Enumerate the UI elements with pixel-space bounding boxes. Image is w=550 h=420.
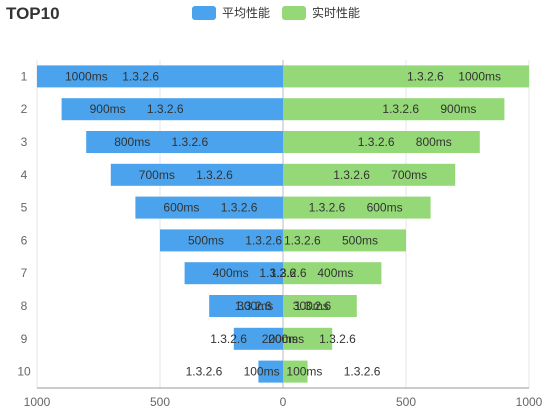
- legend-swatch-realtime: [282, 5, 307, 20]
- bar-avg-value-label: 300ms: [237, 299, 273, 313]
- bar-realtime-value-label: 700ms: [391, 168, 427, 182]
- legend-item-realtime[interactable]: 实时性能: [282, 4, 360, 21]
- bar-realtime-version-label: 1.3.2.6: [186, 365, 223, 379]
- x-tick-label: 500: [396, 395, 416, 409]
- bar-avg-value-label: 200ms: [262, 332, 298, 346]
- bar-avg-version-label: 1.3.2.6: [245, 233, 282, 247]
- bar-realtime: [283, 295, 357, 317]
- bar-avg: [184, 262, 283, 285]
- bar-realtime: [283, 229, 406, 252]
- bar-realtime-version-label: 1.3.2.6: [333, 168, 370, 182]
- bar-avg: [258, 360, 283, 383]
- bar-avg-value-label: 400ms: [213, 266, 249, 280]
- category-label: 4: [21, 168, 28, 182]
- bar-avg-version-label: 1.3.2.6: [171, 135, 208, 149]
- bar-avg-version-label: 1.3.2.6: [270, 266, 307, 280]
- bar-avg: [160, 229, 283, 252]
- bar-realtime-version-label: 1.3.2.6: [235, 299, 272, 313]
- bar-avg: [61, 98, 283, 121]
- bar-avg-version-label: 1.3.2.6: [221, 201, 258, 215]
- bar-realtime-value-label: 600ms: [367, 201, 403, 215]
- bar-avg: [135, 196, 283, 219]
- bar-avg: [233, 327, 283, 350]
- x-tick-label: 0: [280, 395, 287, 409]
- bar-realtime-value-label: 200ms: [268, 332, 304, 346]
- bar-realtime: [283, 196, 431, 219]
- bar-avg-version-label: 1.3.2.6: [319, 332, 356, 346]
- category-label: 9: [21, 332, 28, 346]
- legend-label-realtime: 实时性能: [312, 6, 361, 20]
- bar-realtime: [283, 327, 333, 350]
- bar-avg-value-label: 1000ms: [65, 69, 108, 83]
- legend-swatch-avg: [192, 5, 216, 20]
- bar-realtime-version-label: 1.3.2.6: [210, 332, 247, 346]
- bar-realtime: [283, 65, 529, 88]
- bar-avg-version-label: 1.3.2.6: [344, 365, 381, 379]
- bar-realtime: [283, 360, 308, 383]
- category-label: 8: [21, 299, 28, 313]
- category-label: 2: [21, 102, 28, 116]
- bar-realtime-value-label: 500ms: [342, 233, 378, 247]
- bar-realtime-value-label: 1000ms: [458, 69, 501, 83]
- bar-realtime-version-label: 1.3.2.6: [407, 69, 444, 83]
- bar-realtime-version-label: 1.3.2.6: [382, 102, 419, 116]
- bar-realtime-value-label: 800ms: [416, 135, 452, 149]
- bar-realtime-value-label: 300ms: [293, 299, 329, 313]
- category-label: 3: [21, 135, 28, 149]
- bar-realtime: [283, 262, 382, 285]
- bar-realtime: [283, 163, 456, 186]
- bar-realtime: [283, 98, 505, 121]
- bar-avg-value-label: 900ms: [90, 102, 126, 116]
- category-label: 1: [21, 69, 28, 83]
- bar-avg-version-label: 1.3.2.6: [294, 299, 331, 313]
- category-label: 10: [17, 365, 31, 379]
- bar-realtime-version-label: 1.3.2.6: [259, 266, 296, 280]
- bar-avg-value-label: 800ms: [114, 135, 150, 149]
- x-tick-label: 500: [150, 395, 170, 409]
- bar-avg-version-label: 1.3.2.6: [196, 168, 233, 182]
- bar-avg: [86, 131, 283, 153]
- x-tick-label: 1000: [24, 395, 51, 409]
- bar-avg-version-label: 1.3.2.6: [147, 102, 184, 116]
- bar-realtime: [283, 131, 480, 153]
- bar-avg: [110, 163, 283, 186]
- category-label: 5: [21, 201, 28, 215]
- category-label: 6: [21, 233, 28, 247]
- bar-realtime-version-label: 1.3.2.6: [358, 135, 395, 149]
- bar-avg: [37, 65, 283, 88]
- bar-avg-value-label: 600ms: [163, 201, 199, 215]
- bar-avg-value-label: 100ms: [286, 365, 322, 379]
- bar-avg: [209, 295, 283, 317]
- chart-title: TOP10: [6, 4, 60, 23]
- bar-avg-value-label: 500ms: [188, 233, 224, 247]
- legend-item-avg[interactable]: 平均性能: [192, 4, 270, 21]
- bar-avg-value-label: 700ms: [139, 168, 175, 182]
- bar-realtime-value-label: 900ms: [440, 102, 476, 116]
- category-label: 7: [21, 266, 28, 280]
- bar-avg-version-label: 1.3.2.6: [122, 69, 159, 83]
- legend-label-avg: 平均性能: [222, 6, 271, 20]
- bar-realtime-version-label: 1.3.2.6: [309, 201, 346, 215]
- legend: 平均性能 实时性能: [192, 4, 360, 21]
- bar-realtime-value-label: 400ms: [317, 266, 353, 280]
- bar-realtime-version-label: 1.3.2.6: [284, 233, 321, 247]
- bar-realtime-value-label: 100ms: [244, 365, 280, 379]
- x-tick-label: 1000: [516, 395, 543, 409]
